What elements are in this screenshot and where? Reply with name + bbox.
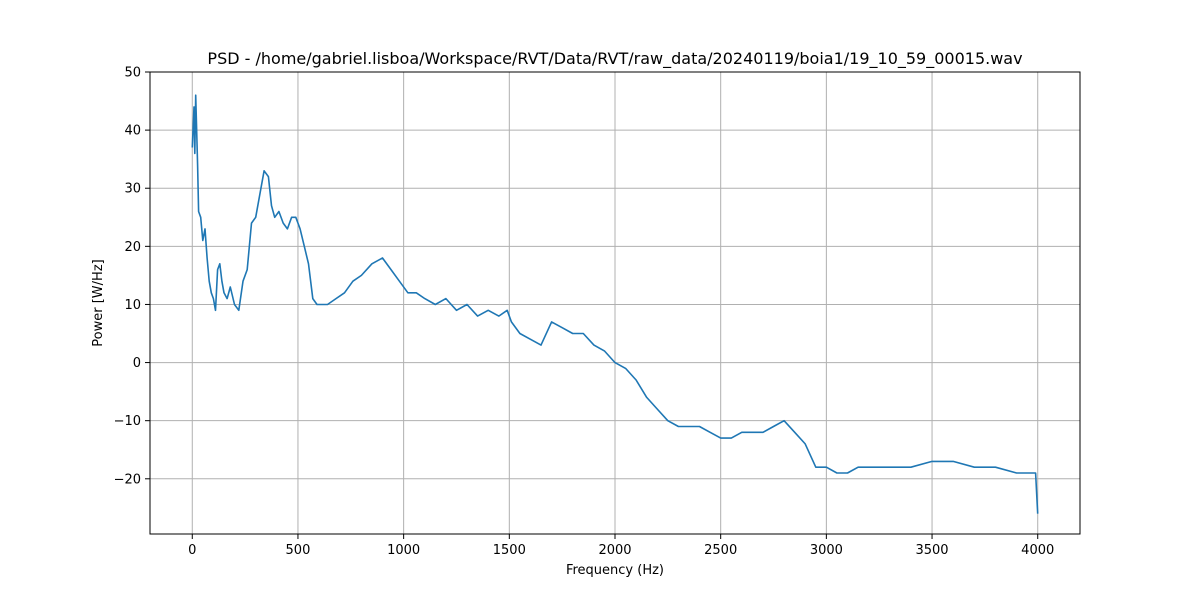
x-tick-label: 2000 [598,543,631,558]
x-tick-label: 3000 [810,543,843,558]
y-tick-label: 0 [133,356,141,371]
chart-title: PSD - /home/gabriel.lisboa/Workspace/RVT… [207,49,1022,69]
grid-lines [150,71,1080,534]
x-tick-label: 500 [286,543,311,558]
x-tick-label: 4000 [1021,543,1054,558]
x-tick-label: 1500 [493,543,526,558]
series-layer [191,94,1039,514]
y-tick-label: 50 [124,66,141,81]
x-tick-label: 0 [188,543,196,558]
x-tick-label: 2500 [704,543,737,558]
x-tick-label: 3500 [915,543,948,558]
y-tick-label: 30 [124,182,141,197]
y-tick-label: −20 [114,472,141,487]
y-tick-label: 10 [124,298,141,313]
x-axis-label: Frequency (Hz) [566,563,664,578]
y-tick-label: 20 [124,240,141,255]
ticks-layer: 0 500 1000 1500 2000 2500 3000 3500 4000 −20 −10 0 1… [114,66,1055,559]
psd-series-line [191,94,1039,514]
y-tick-label: 40 [124,124,141,139]
y-axis-label: Power [W/Hz] [91,259,106,346]
x-tick-label: 1000 [387,543,420,558]
y-tick-label: −10 [114,414,141,429]
